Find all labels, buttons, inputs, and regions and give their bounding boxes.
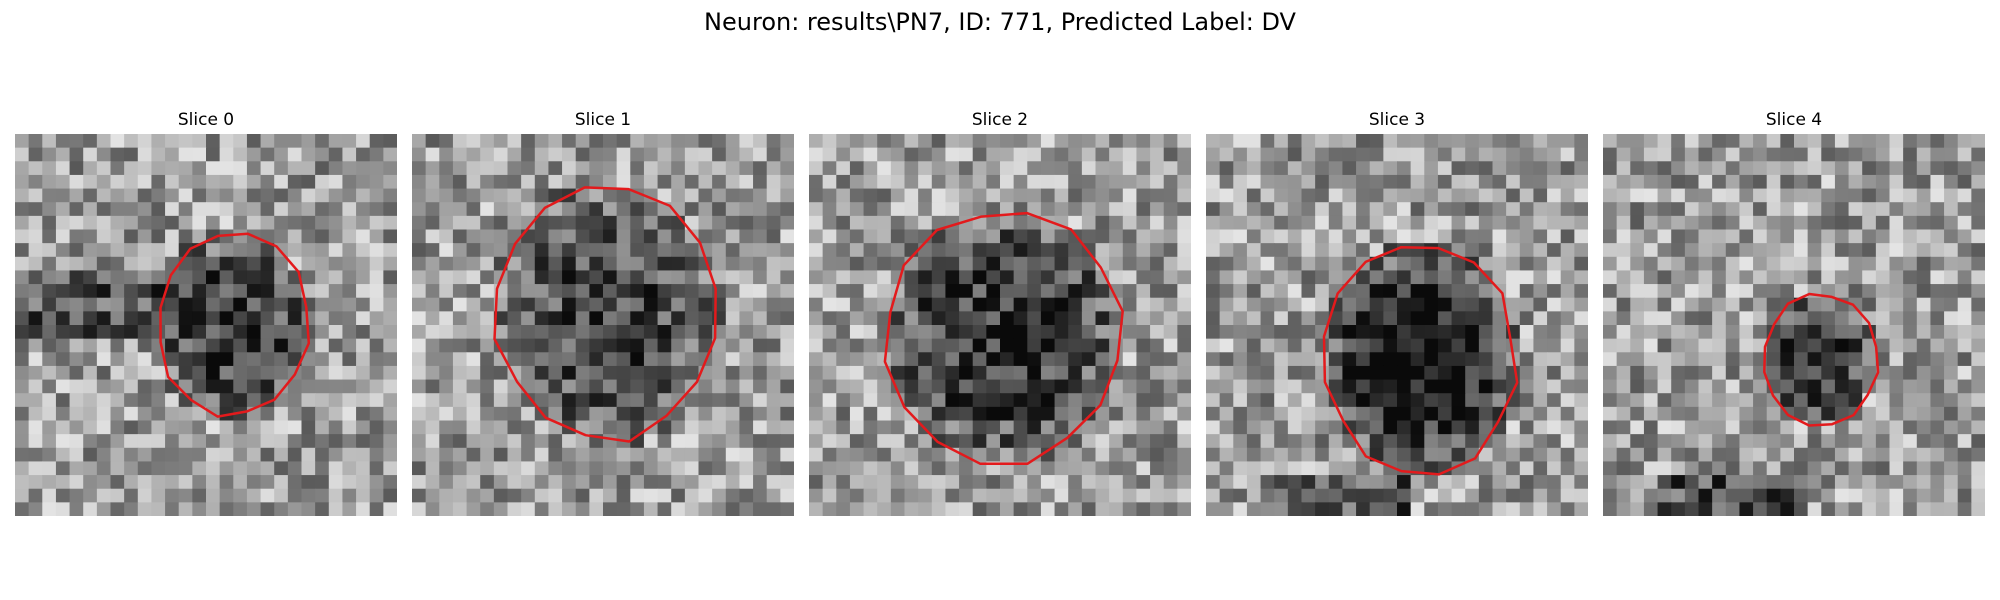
pixel-grid [809, 134, 1191, 516]
pixel-grid [15, 134, 397, 516]
slice-panel-0: Slice 0 [15, 108, 397, 516]
neuron-contour [493, 186, 717, 443]
pixel-grid [412, 134, 794, 516]
slice-title: Slice 1 [574, 110, 632, 130]
slice-panel-4: Slice 4 [1603, 108, 1985, 516]
neuron-contour [1322, 245, 1519, 476]
slice-image-0 [15, 134, 397, 516]
neuron-contour [1763, 292, 1880, 427]
slice-panel-2: Slice 2 [809, 108, 1191, 516]
slice-title: Slice 2 [971, 110, 1029, 130]
pixel-grid [1206, 134, 1588, 516]
neuron-contour [883, 211, 1124, 465]
slice-panel-1: Slice 1 [412, 108, 794, 516]
figure-title: Neuron: results\PN7, ID: 771, Predicted … [704, 8, 1296, 36]
slice-panel-3: Slice 3 [1206, 108, 1588, 516]
pixel-grid [1603, 134, 1985, 516]
neuron-contour [159, 232, 311, 418]
slice-title: Slice 4 [1765, 110, 1823, 130]
slice-image-2 [809, 134, 1191, 516]
slice-image-1 [412, 134, 794, 516]
slice-image-4 [1603, 134, 1985, 516]
slice-image-3 [1206, 134, 1588, 516]
slice-title: Slice 0 [177, 110, 235, 130]
slice-title: Slice 3 [1368, 110, 1426, 130]
